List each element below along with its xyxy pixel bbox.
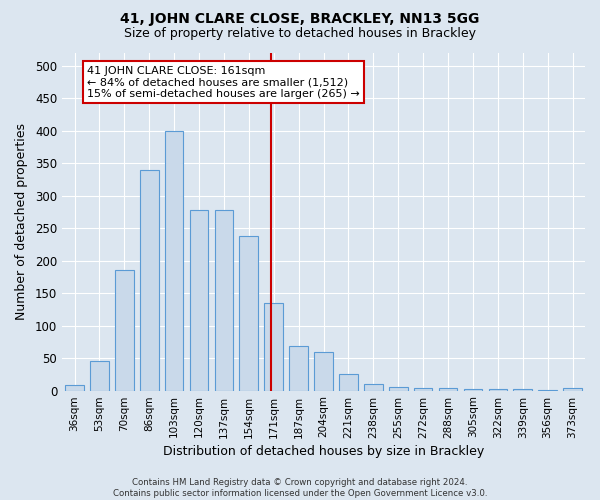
Bar	[563, 388, 582, 390]
Bar	[439, 388, 457, 390]
Y-axis label: Number of detached properties: Number of detached properties	[15, 123, 28, 320]
Bar	[414, 388, 433, 390]
Bar	[265, 303, 283, 390]
Bar	[364, 384, 383, 390]
Bar	[90, 360, 109, 390]
Bar	[115, 270, 134, 390]
X-axis label: Distribution of detached houses by size in Brackley: Distribution of detached houses by size …	[163, 444, 484, 458]
Bar	[289, 346, 308, 391]
Bar	[314, 352, 333, 391]
Bar	[215, 210, 233, 390]
Text: 41, JOHN CLARE CLOSE, BRACKLEY, NN13 5GG: 41, JOHN CLARE CLOSE, BRACKLEY, NN13 5GG	[121, 12, 479, 26]
Bar	[389, 388, 407, 390]
Text: Size of property relative to detached houses in Brackley: Size of property relative to detached ho…	[124, 28, 476, 40]
Text: 41 JOHN CLARE CLOSE: 161sqm
← 84% of detached houses are smaller (1,512)
15% of : 41 JOHN CLARE CLOSE: 161sqm ← 84% of det…	[87, 66, 360, 98]
Bar	[65, 386, 84, 390]
Bar	[488, 388, 507, 390]
Bar	[464, 388, 482, 390]
Bar	[239, 236, 258, 390]
Bar	[514, 388, 532, 390]
Bar	[190, 210, 208, 390]
Bar	[339, 374, 358, 390]
Bar	[165, 130, 184, 390]
Bar	[140, 170, 158, 390]
Text: Contains HM Land Registry data © Crown copyright and database right 2024.
Contai: Contains HM Land Registry data © Crown c…	[113, 478, 487, 498]
